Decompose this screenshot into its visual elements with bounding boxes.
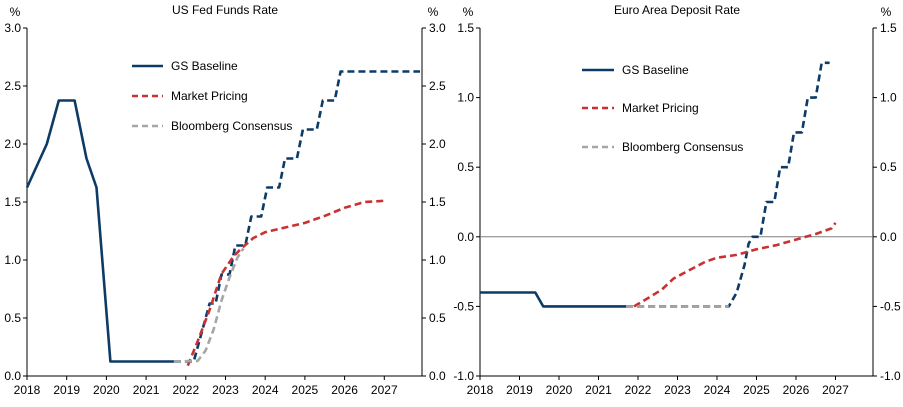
y-tick-label-right: 2.0 [429, 137, 446, 151]
series-line-gs-baseline [25, 99, 174, 363]
series-line-bloomberg-consensus [173, 247, 245, 363]
legend-label-market-pricing: Market Pricing [171, 89, 248, 103]
y-tick-label-right: 1.0 [880, 91, 897, 105]
x-tick-label: 2018 [14, 383, 41, 397]
y-tick-label-left: 0.5 [457, 160, 474, 174]
y-tick-label-right: 1.5 [429, 195, 446, 209]
y-tick-label-left: 1.5 [4, 195, 21, 209]
x-tick-label: 2022 [625, 383, 652, 397]
y-tick-label-left: 1.0 [4, 253, 21, 267]
series-line-market-pricing [633, 222, 837, 308]
y-tick-label-left: -0.5 [453, 299, 474, 313]
right-unit-label: % [428, 5, 439, 19]
legend-label-gs-baseline: GS Baseline [171, 59, 238, 73]
x-tick-label: 2018 [467, 383, 494, 397]
y-tick-label-left: 0.0 [457, 230, 474, 244]
y-tick-label-right: 2.5 [429, 79, 446, 93]
series-line-gs-baseline [480, 291, 627, 308]
right-unit-label: % [881, 5, 892, 19]
x-tick-label: 2021 [133, 383, 160, 397]
y-tick-label-right: 0.5 [429, 311, 446, 325]
x-tick-label: 2020 [93, 383, 120, 397]
y-tick-label-left: 0.0 [4, 369, 21, 383]
x-tick-label: 2025 [292, 383, 319, 397]
x-tick-label: 2027 [371, 383, 398, 397]
y-tick-label-right: 1.0 [429, 253, 446, 267]
x-tick-label: 2026 [783, 383, 810, 397]
series-line-gs-baseline-forecast [626, 61, 830, 308]
y-tick-label-right: -0.5 [880, 299, 901, 313]
legend-label-market-pricing: Market Pricing [622, 101, 699, 115]
y-tick-label-left: 2.5 [4, 79, 21, 93]
legend-label-bloomberg-consensus: Bloomberg Consensus [171, 119, 292, 133]
legend-label-bloomberg-consensus: Bloomberg Consensus [622, 140, 743, 154]
x-tick-label: 2024 [252, 383, 279, 397]
x-tick-label: 2024 [704, 383, 731, 397]
y-tick-label-right: 0.5 [880, 160, 897, 174]
y-tick-label-left: 1.0 [457, 91, 474, 105]
series-line-gs-baseline-forecast [173, 70, 420, 363]
y-tick-label-right: -1.0 [880, 369, 901, 383]
y-tick-label-right: 3.0 [429, 21, 446, 35]
x-tick-label: 2022 [172, 383, 199, 397]
chart-title: Euro Area Deposit Rate [614, 3, 740, 17]
y-tick-label-left: 0.5 [4, 311, 21, 325]
left-unit-label: % [463, 5, 474, 19]
x-tick-label: 2025 [743, 383, 770, 397]
series-layer [480, 61, 837, 308]
x-tick-label: 2019 [53, 383, 80, 397]
x-tick-label: 2027 [822, 383, 849, 397]
y-tick-label-right: 1.5 [880, 21, 897, 35]
left-unit-label: % [10, 5, 21, 19]
x-tick-label: 2020 [546, 383, 573, 397]
x-tick-label: 2019 [506, 383, 533, 397]
y-tick-label-right: 0.0 [880, 230, 897, 244]
x-tick-label: 2026 [331, 383, 358, 397]
x-tick-label: 2023 [664, 383, 691, 397]
series-line-market-pricing [186, 199, 385, 367]
series-layer [25, 70, 420, 367]
legend-label-gs-baseline: GS Baseline [622, 63, 689, 77]
legend: GS Baseline Market Pricing Bloomberg Con… [582, 63, 743, 154]
y-tick-label-left: 1.5 [457, 21, 474, 35]
legend: GS Baseline Market Pricing Bloomberg Con… [132, 59, 292, 133]
fed-funds-chart: US Fed Funds Rate % % 0.0 0.0 0.5 0.5 1.0 1.0… [4, 3, 446, 397]
axis-ticks: 0.0 0.0 0.5 0.5 1.0 1.0 1.5 1.5 2.0 2.0 2.5 2.5 3.0 3… [4, 21, 446, 397]
y-tick-label-left: 3.0 [4, 21, 21, 35]
x-tick-label: 2023 [212, 383, 239, 397]
y-tick-label-left: 2.0 [4, 137, 21, 151]
axis-ticks: -1.0 -1.0 -0.5 -0.5 0.0 0.0 0.5 0.5 1.0 1.0 1.5 1.5… [453, 21, 901, 397]
y-tick-label-right: 0.0 [429, 369, 446, 383]
y-tick-label-left: -1.0 [453, 369, 474, 383]
chart-title: US Fed Funds Rate [172, 3, 278, 17]
euro-deposit-chart: Euro Area Deposit Rate % % -1.0 -1.0-0.5-… [453, 3, 901, 397]
x-tick-label: 2021 [585, 383, 612, 397]
